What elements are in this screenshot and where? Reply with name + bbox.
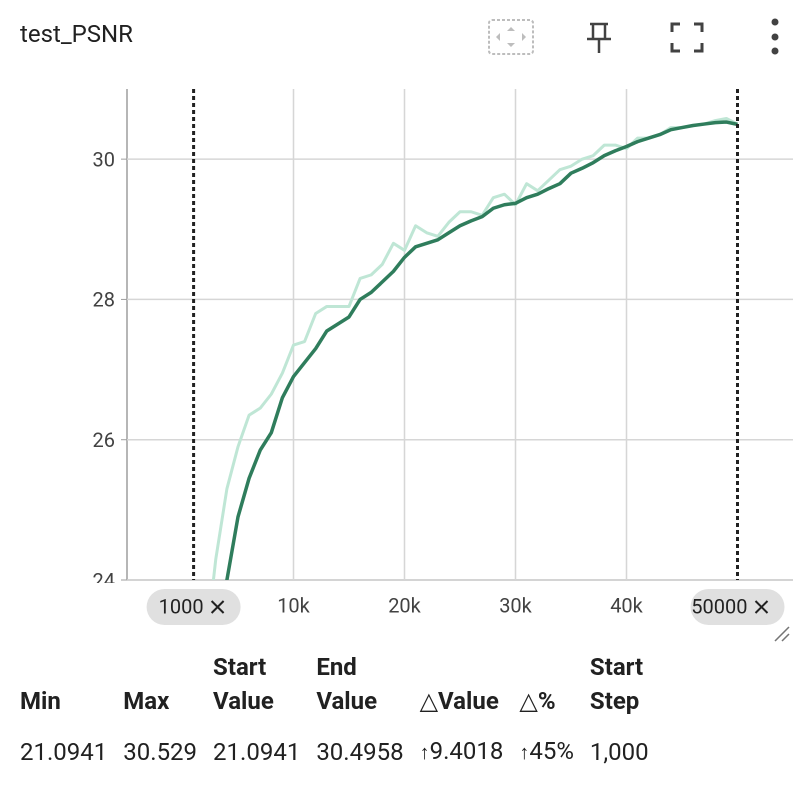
range-chip[interactable]: 50000 <box>690 589 785 625</box>
toolbar <box>488 18 779 55</box>
chip-close <box>210 600 225 614</box>
header-text: Step <box>589 687 640 715</box>
stats-value: 21.0941 <box>20 737 108 766</box>
x-tick-label: 40k <box>610 593 643 617</box>
stats-header: Min Max Start Value End Value △Value △% Start Ste… <box>12 650 657 718</box>
x-tick-label: 10k <box>277 593 310 617</box>
header-text: Start <box>589 653 644 681</box>
x-axis: 10k 20k 30k 40k 1000 50000 <box>146 589 785 625</box>
stats-cell: ↑9.4018 <box>412 718 512 767</box>
fit-domain-button[interactable] <box>488 19 534 55</box>
resize-handle[interactable] <box>774 626 790 642</box>
stats-cell: 30.4958 <box>308 718 411 767</box>
header-text: △% <box>519 687 556 715</box>
y-axis: 24 26 28 30 <box>93 147 127 592</box>
header-text: Min <box>20 687 61 715</box>
y-tick-label: 30 <box>93 147 115 171</box>
stats-header-cell: End Value <box>308 650 411 718</box>
stats-table: Min Max Start Value End Value △Value △% Start Ste… <box>12 650 657 767</box>
series-line <box>225 120 738 580</box>
stats-cell: 21.0941 <box>12 718 115 767</box>
chart: 24 26 28 30 10k 20k 30k 40k 1000 50000 <box>93 89 793 642</box>
stats-value: 21.0941 <box>213 737 301 766</box>
stats-header-cell: Min <box>12 650 115 718</box>
chip-label: 1000 <box>159 594 204 618</box>
stats-row: 21.0941 30.529 21.0941 30.4958 ↑9.4018 ↑45% 1,… <box>12 718 657 767</box>
fullscreen-button[interactable] <box>670 22 704 53</box>
y-tick-label: 24 <box>93 568 115 592</box>
series-line <box>211 116 739 580</box>
range-chip[interactable]: 1000 <box>146 589 241 625</box>
header-text: △Value <box>419 687 499 715</box>
stats-header-cell: △Value <box>412 650 512 718</box>
stats-value: 30.529 <box>123 737 198 766</box>
pin-button[interactable] <box>587 22 611 53</box>
header-text: Max <box>123 687 170 715</box>
stats-cell: ↑45% <box>511 718 582 767</box>
plot <box>192 89 739 580</box>
y-tick-label: 26 <box>93 428 115 452</box>
header-text: End <box>316 653 357 681</box>
more-button[interactable] <box>771 18 779 55</box>
stats-value: 30.4958 <box>316 737 404 766</box>
x-tick-label: 30k <box>499 593 532 617</box>
header-text: Value <box>316 687 378 715</box>
stats-value: 45% <box>529 737 574 765</box>
stats-header-cell: Max <box>115 650 205 718</box>
chip-close <box>754 600 769 614</box>
up-arrow: ↑ <box>519 740 530 764</box>
header-text: Start <box>213 653 267 681</box>
stats-value: 1,000 <box>589 737 649 766</box>
stats-cell: 1,000 <box>582 718 657 767</box>
up-arrow: ↑ <box>419 740 430 764</box>
chip-background <box>146 589 241 625</box>
stats-header-cell: △% <box>511 650 582 718</box>
y-tick-label: 28 <box>93 288 115 312</box>
chip-label: 50000 <box>691 594 747 618</box>
x-tick-label: 20k <box>388 593 421 617</box>
stats-header-cell: Start Step <box>582 650 657 718</box>
stats-cell: 21.0941 <box>205 718 308 767</box>
grid <box>126 89 793 581</box>
header-text: Value <box>213 687 274 715</box>
stats-header-cell: Start Value <box>205 650 308 718</box>
stats-cell: 30.529 <box>115 718 205 767</box>
stats-value: 9.4018 <box>429 737 504 765</box>
chip-background <box>690 589 785 625</box>
card-title: test_PSNR <box>20 20 133 48</box>
